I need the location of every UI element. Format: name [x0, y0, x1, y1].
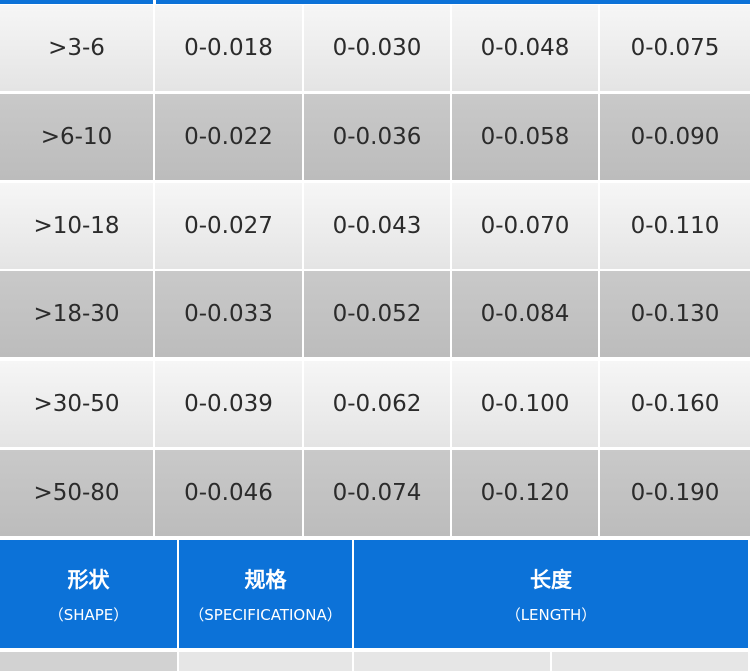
- partial-row-cell: [0, 652, 177, 671]
- value-cell: 0-0.074: [304, 450, 450, 536]
- value-cell: 0-0.130: [600, 271, 750, 357]
- header-subtitle: （LENGTH）: [505, 605, 597, 624]
- value-cell: 0-0.022: [155, 94, 302, 180]
- header-cell: 形状 （SHAPE）: [0, 540, 177, 648]
- value-cell: 0-0.046: [155, 450, 302, 536]
- value-cell: 0-0.043: [304, 183, 450, 269]
- header-cell: 长度 （LENGTH）: [354, 540, 748, 648]
- value-cell: 0-0.027: [155, 183, 302, 269]
- partial-row-cell: [552, 652, 748, 671]
- header-subtitle: （SPECIFICATIONA）: [189, 605, 342, 624]
- value-cell: 0-0.084: [452, 271, 598, 357]
- size-cell: >30-50: [0, 361, 153, 447]
- size-cell: >18-30: [0, 271, 153, 357]
- value-cell: 0-0.100: [452, 361, 598, 447]
- value-cell: 0-0.039: [155, 361, 302, 447]
- header-title: 形状: [67, 567, 110, 592]
- value-cell: 0-0.190: [600, 450, 750, 536]
- header-cell: 规格 （SPECIFICATIONA）: [179, 540, 352, 648]
- value-cell: 0-0.120: [452, 450, 598, 536]
- header-subtitle: （SHAPE）: [48, 605, 129, 624]
- value-cell: 0-0.062: [304, 361, 450, 447]
- value-cell: 0-0.058: [452, 94, 598, 180]
- value-cell: 0-0.070: [452, 183, 598, 269]
- value-cell: 0-0.036: [304, 94, 450, 180]
- value-cell: 0-0.018: [155, 5, 302, 91]
- value-cell: 0-0.033: [155, 271, 302, 357]
- partial-row-cell: [179, 652, 352, 671]
- top-strip: [0, 0, 153, 4]
- header-title: 长度: [530, 567, 572, 592]
- value-cell: 0-0.090: [600, 94, 750, 180]
- size-cell: >50-80: [0, 450, 153, 536]
- value-cell: 0-0.075: [600, 5, 750, 91]
- value-cell: 0-0.052: [304, 271, 450, 357]
- size-cell: >6-10: [0, 94, 153, 180]
- top-strip: [156, 0, 750, 4]
- value-cell: 0-0.048: [452, 5, 598, 91]
- value-cell: 0-0.110: [600, 183, 750, 269]
- value-cell: 0-0.160: [600, 361, 750, 447]
- size-cell: >10-18: [0, 183, 153, 269]
- value-cell: 0-0.030: [304, 5, 450, 91]
- header-title: 规格: [244, 567, 287, 592]
- partial-row-cell: [354, 652, 550, 671]
- size-cell: >3-6: [0, 5, 153, 91]
